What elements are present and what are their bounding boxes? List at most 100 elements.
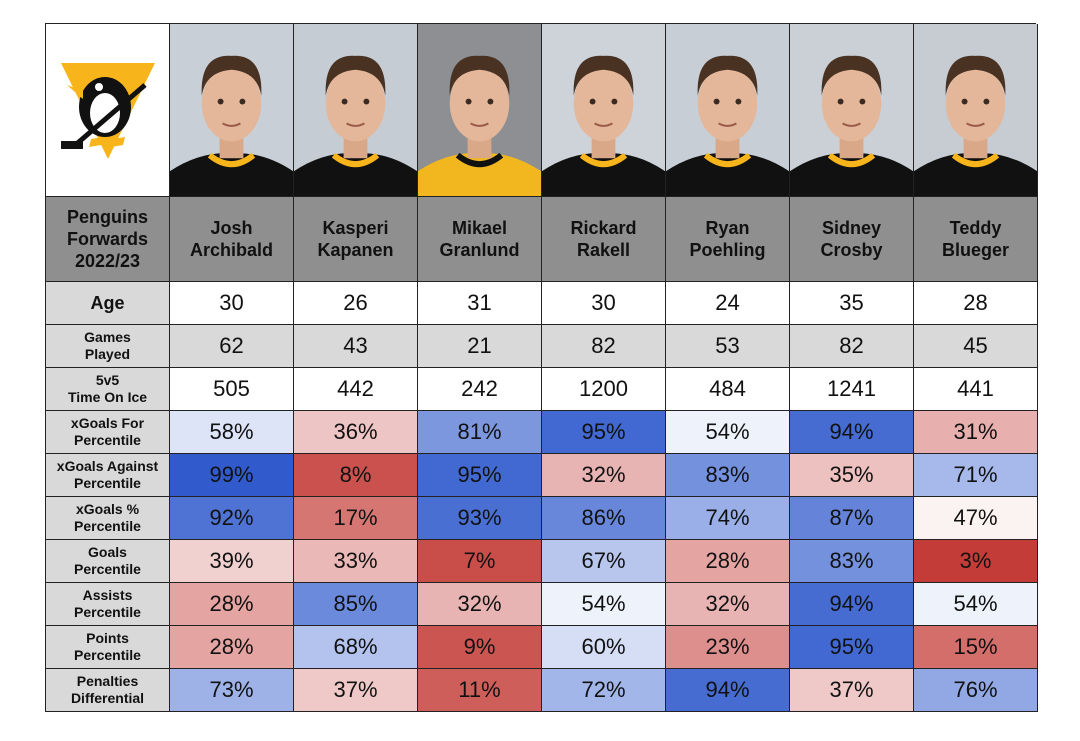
stat-cell: 30 (542, 282, 666, 325)
player-photo (666, 24, 790, 197)
stat-cell: 9% (418, 626, 542, 669)
row-label-line: Played (84, 346, 131, 362)
player-headshot-icon (418, 55, 541, 196)
stat-cell: 87% (790, 497, 914, 540)
row-label-line: xGoals % (75, 501, 140, 517)
player-first-name: Kasperi (322, 218, 389, 238)
row-label-line: Goals (88, 544, 127, 560)
stat-cell: 43 (294, 325, 418, 368)
player-headshot-icon (170, 55, 293, 196)
stat-cell: 58% (170, 411, 294, 454)
stat-cell: 35% (790, 454, 914, 497)
stat-cell: 95% (542, 411, 666, 454)
player-last-name: Archibald (189, 240, 273, 260)
player-first-name: Sidney (821, 218, 881, 238)
stat-cell: 39% (170, 540, 294, 583)
stat-cell: 31% (914, 411, 1038, 454)
row-label-line: Age (90, 292, 125, 313)
player-headshot-icon (542, 55, 665, 196)
player-name-header: Mikael Granlund (418, 197, 542, 282)
stat-cell: 47% (914, 497, 1038, 540)
stat-cell: 37% (790, 669, 914, 712)
player-name-header: Rickard Rakell (542, 197, 666, 282)
stat-cell: 82 (790, 325, 914, 368)
row-label: Goals Percentile (46, 540, 170, 583)
stat-cell: 8% (294, 454, 418, 497)
row-label: xGoals % Percentile (46, 497, 170, 540)
player-headshot-icon (914, 55, 1037, 196)
stat-cell: 60% (542, 626, 666, 669)
stat-cell: 92% (170, 497, 294, 540)
stat-cell: 54% (666, 411, 790, 454)
row-label: Assists Percentile (46, 583, 170, 626)
stat-cell: 15% (914, 626, 1038, 669)
stat-cell: 54% (914, 583, 1038, 626)
stat-cell: 94% (666, 669, 790, 712)
stat-cell: 32% (666, 583, 790, 626)
stat-cell: 11% (418, 669, 542, 712)
row-label-line: Percentile (74, 518, 141, 534)
stat-cell: 72% (542, 669, 666, 712)
penguin-logo-icon (60, 63, 155, 159)
row-label-line: Penalties (76, 673, 139, 689)
player-first-name: Teddy (949, 218, 1002, 238)
stat-cell: 37% (294, 669, 418, 712)
stat-cell: 68% (294, 626, 418, 669)
player-photo (170, 24, 294, 197)
row-label: xGoals For Percentile (46, 411, 170, 454)
stat-cell: 1241 (790, 368, 914, 411)
player-headshot-icon (294, 55, 417, 196)
row-label-line: Games (84, 329, 131, 345)
row-label-line: xGoals For (70, 415, 145, 431)
stat-cell: 31 (418, 282, 542, 325)
team-logo-cell (46, 24, 170, 197)
player-headshot-icon (666, 55, 789, 196)
stat-cell: 81% (418, 411, 542, 454)
stat-cell: 94% (790, 411, 914, 454)
player-last-name: Granlund (439, 240, 520, 260)
row-label: Age (46, 282, 170, 325)
stat-cell: 23% (666, 626, 790, 669)
row-label-line: Percentile (74, 432, 141, 448)
stat-cell: 28% (170, 626, 294, 669)
stat-cell: 83% (666, 454, 790, 497)
row-label: Penalties Differential (46, 669, 170, 712)
stat-cell: 85% (294, 583, 418, 626)
player-photo (542, 24, 666, 197)
player-photo (294, 24, 418, 197)
stat-cell: 95% (790, 626, 914, 669)
row-label-line: Percentile (74, 475, 141, 491)
player-first-name: Rickard (570, 218, 637, 238)
stat-cell: 442 (294, 368, 418, 411)
stat-cell: 99% (170, 454, 294, 497)
stat-cell: 76% (914, 669, 1038, 712)
stat-cell: 28 (914, 282, 1038, 325)
player-name-header: Ryan Poehling (666, 197, 790, 282)
stat-cell: 32% (542, 454, 666, 497)
stat-cell: 24 (666, 282, 790, 325)
stat-cell: 32% (418, 583, 542, 626)
stats-table: Penguins Forwards 2022/23 Josh Archibald Kasp… (45, 23, 1038, 712)
stat-cell: 26 (294, 282, 418, 325)
table-title: Penguins Forwards 2022/23 (46, 197, 170, 282)
player-first-name: Josh (210, 218, 253, 238)
player-photo (418, 24, 542, 197)
stat-cell: 45 (914, 325, 1038, 368)
player-last-name: Crosby (820, 240, 883, 260)
row-label-line: Percentile (74, 647, 141, 663)
row-label-line: 5v5 (95, 372, 120, 388)
stat-cell: 505 (170, 368, 294, 411)
player-last-name: Rakell (576, 240, 631, 260)
table-title-line: Penguins (66, 207, 148, 227)
player-headshot-icon (790, 55, 913, 196)
player-name-header: Kasperi Kapanen (294, 197, 418, 282)
player-last-name: Poehling (689, 240, 766, 260)
stat-cell: 441 (914, 368, 1038, 411)
row-label-line: Time On Ice (67, 389, 148, 405)
stat-cell: 93% (418, 497, 542, 540)
table-title-line: Forwards (66, 229, 149, 249)
stat-cell: 74% (666, 497, 790, 540)
stat-cell: 54% (542, 583, 666, 626)
row-label-line: Differential (70, 690, 145, 706)
stat-cell: 36% (294, 411, 418, 454)
